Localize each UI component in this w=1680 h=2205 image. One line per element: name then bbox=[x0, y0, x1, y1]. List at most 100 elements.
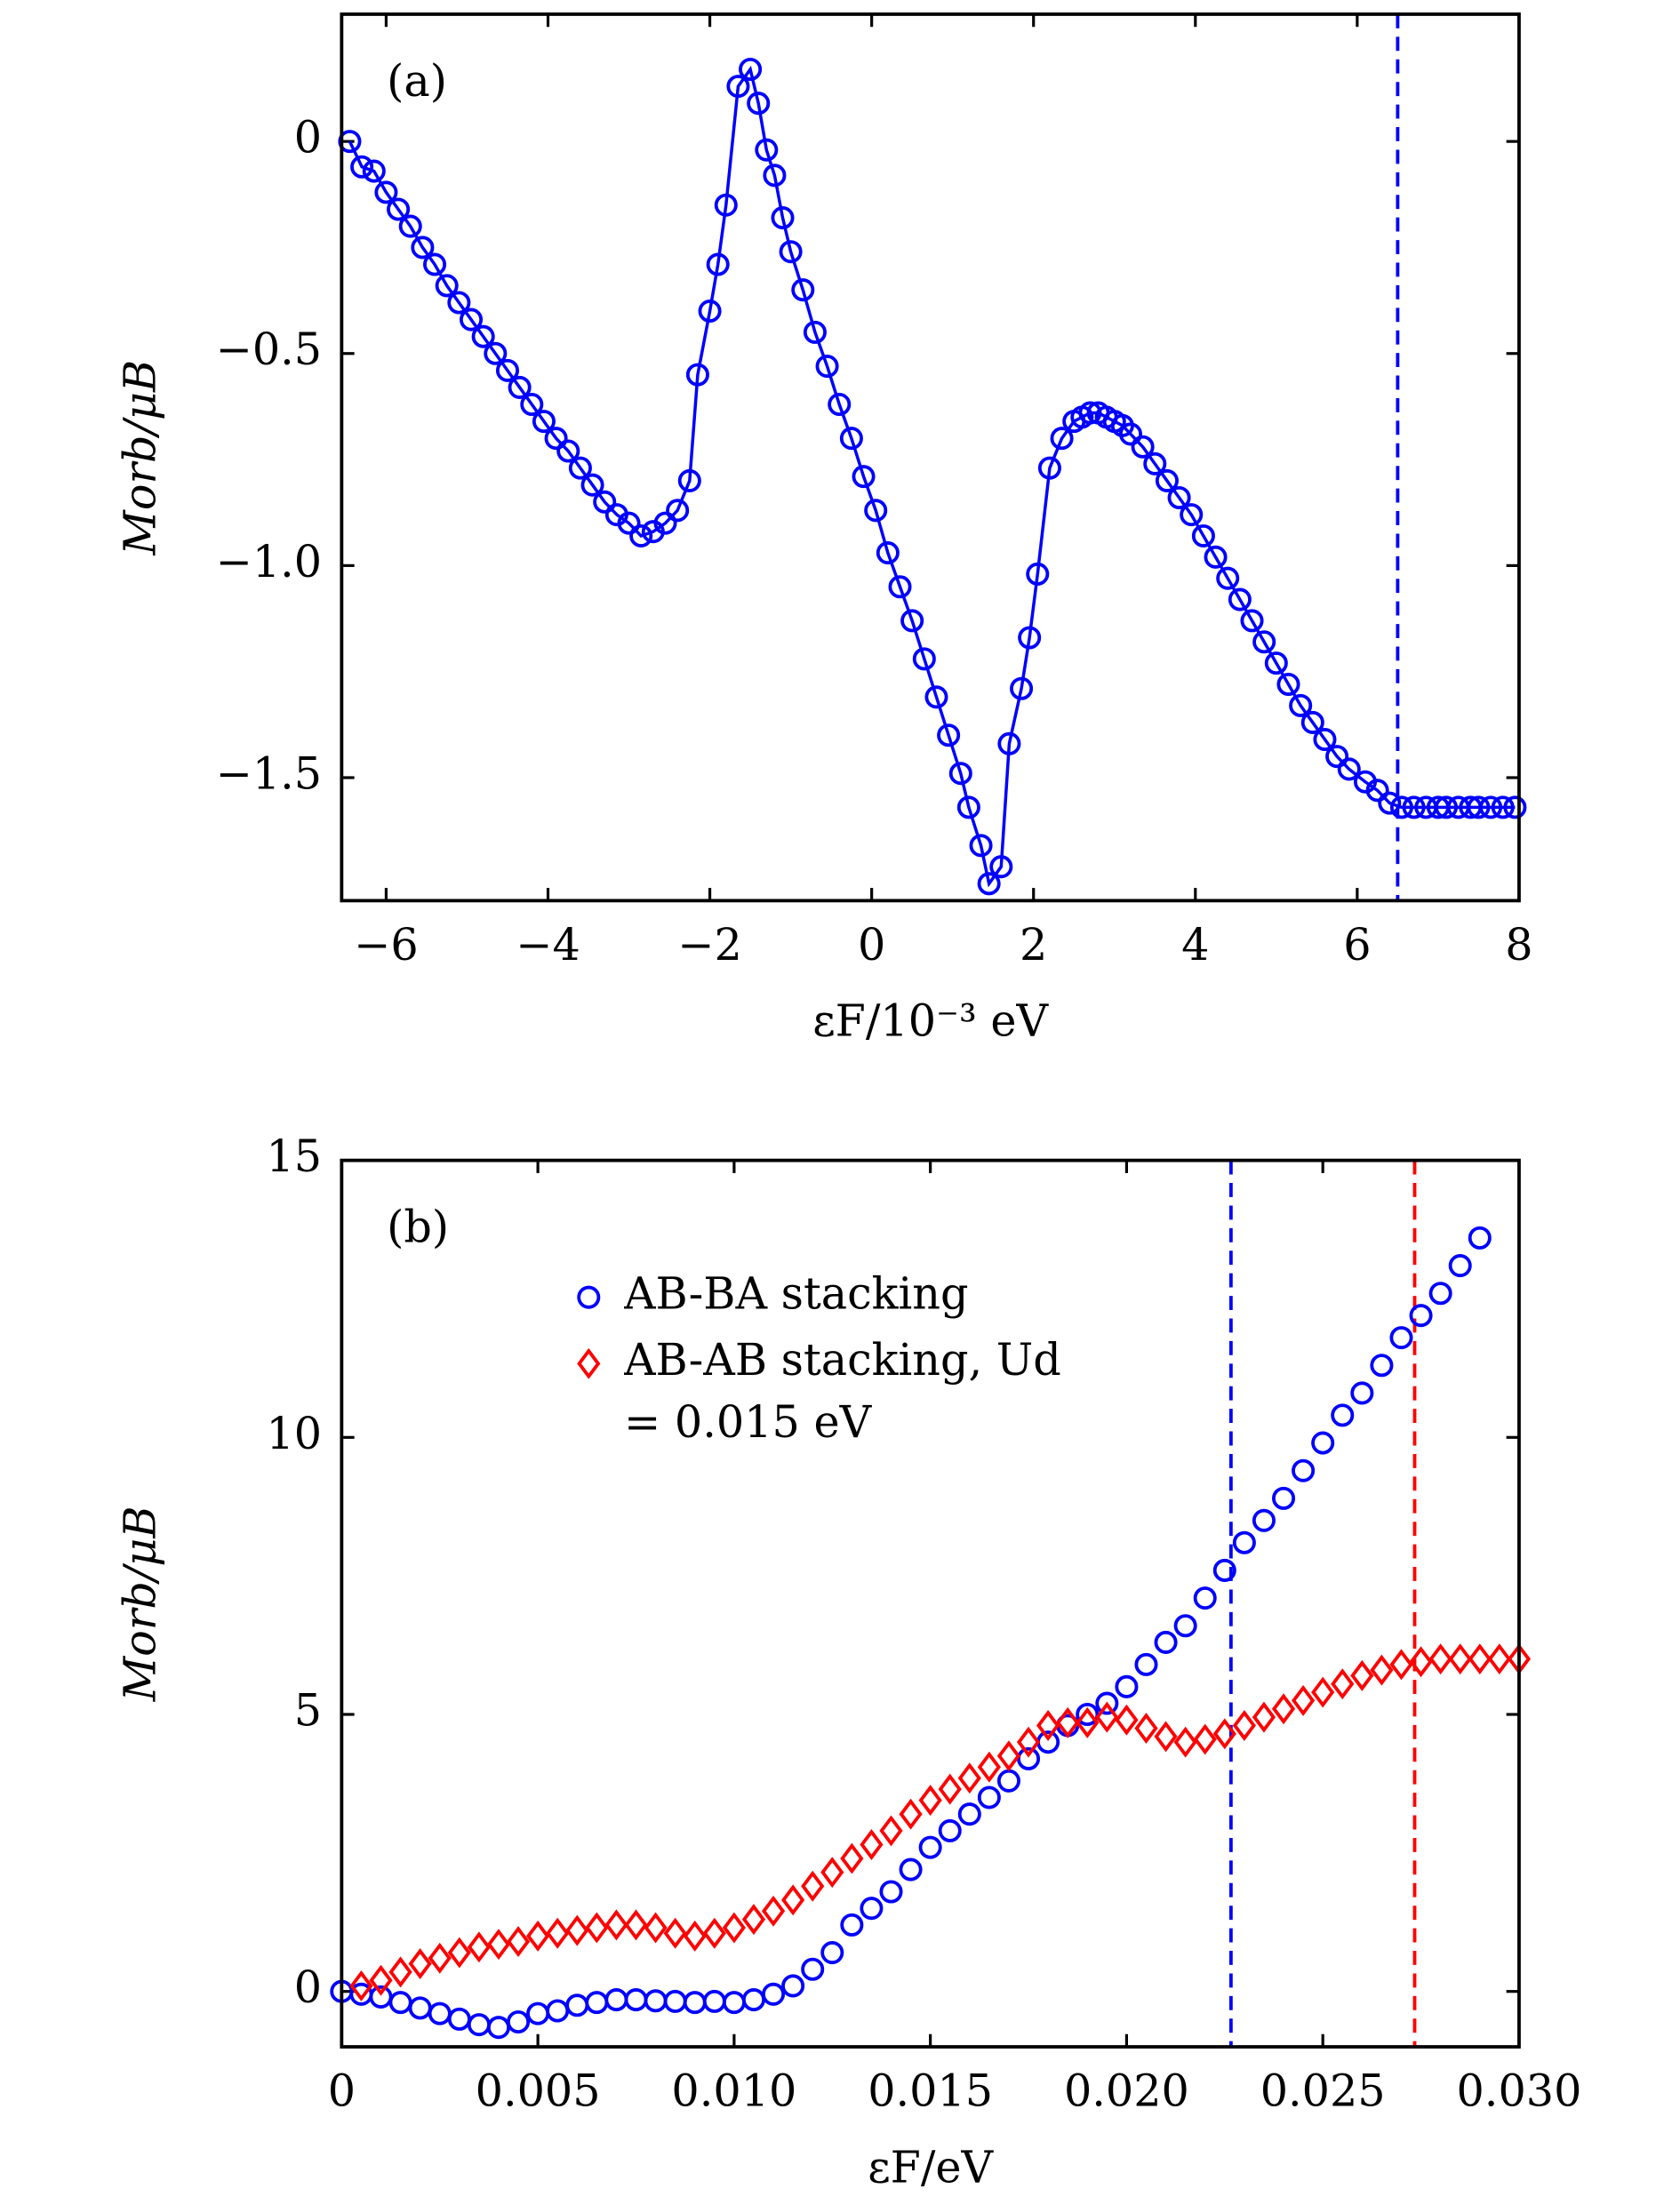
diamond-marker bbox=[1154, 1721, 1178, 1753]
legend-entry: AB-AB stacking, Ud = 0.015 eV bbox=[624, 1336, 1061, 1449]
x-axis-label: εF/10⁻³ eV bbox=[812, 995, 1049, 1047]
diamond-marker bbox=[820, 1857, 844, 1889]
circle-marker bbox=[1468, 1226, 1492, 1250]
diamond-marker bbox=[663, 1917, 687, 1949]
circle-marker bbox=[374, 180, 398, 204]
circle-marker bbox=[1350, 1381, 1374, 1405]
circle-marker bbox=[762, 1982, 786, 2006]
circle-marker bbox=[1212, 1558, 1236, 1582]
circle-marker bbox=[471, 324, 495, 348]
circle-marker bbox=[1154, 1630, 1178, 1654]
diamond-marker bbox=[1115, 1704, 1139, 1736]
diamond-marker bbox=[1036, 1709, 1060, 1741]
diamond-marker bbox=[1409, 1646, 1433, 1678]
circle-marker bbox=[484, 341, 508, 365]
circle-marker bbox=[388, 1991, 412, 2015]
circle-marker bbox=[1228, 587, 1252, 611]
circle-marker bbox=[447, 2007, 471, 2031]
circle-marker bbox=[755, 138, 779, 162]
x-tick-label: 0 bbox=[328, 2065, 356, 2117]
circle-marker bbox=[585, 1991, 609, 2015]
diamond-marker bbox=[840, 1842, 864, 1874]
circle-marker bbox=[508, 375, 532, 399]
x-tick-label: 0.020 bbox=[1064, 2065, 1189, 2117]
circle-marker bbox=[568, 456, 592, 480]
circle-marker bbox=[1216, 566, 1240, 590]
circle-marker bbox=[1467, 795, 1491, 819]
circle-marker bbox=[1337, 757, 1361, 781]
circle-marker bbox=[1036, 1730, 1060, 1754]
circle-marker bbox=[467, 2013, 491, 2037]
y-tick-label: −0.5 bbox=[216, 324, 323, 375]
circle-marker bbox=[714, 193, 738, 217]
diamond-marker bbox=[1331, 1668, 1355, 1700]
x-tick-label: 4 bbox=[1181, 919, 1209, 971]
circle-marker bbox=[653, 511, 677, 535]
circle-marker bbox=[1272, 1486, 1296, 1510]
circle-marker bbox=[852, 465, 876, 489]
circle-marker bbox=[1252, 1508, 1276, 1532]
diamond-marker bbox=[1016, 1726, 1041, 1758]
circle-marker bbox=[447, 291, 471, 315]
diamond-marker bbox=[1350, 1659, 1374, 1691]
diamond-marker bbox=[1468, 1643, 1492, 1675]
circle-marker bbox=[1325, 745, 1349, 769]
circle-marker bbox=[617, 511, 641, 535]
circle-marker bbox=[459, 308, 484, 332]
diamond-marker bbox=[1428, 1643, 1452, 1675]
circle-marker bbox=[1050, 427, 1074, 451]
diamond-marker bbox=[918, 1785, 942, 1817]
circle-marker bbox=[350, 155, 374, 179]
y-tick-label: 15 bbox=[266, 1130, 322, 1182]
diamond-marker bbox=[1271, 1693, 1296, 1725]
diamond-marker bbox=[1389, 1649, 1413, 1681]
circle-marker bbox=[411, 236, 435, 260]
circle-marker bbox=[1264, 651, 1288, 675]
circle-marker bbox=[428, 2001, 452, 2025]
panel-label: (b) bbox=[387, 1202, 449, 1253]
diamond-marker bbox=[1232, 1709, 1256, 1741]
x-tick-label: −4 bbox=[516, 919, 580, 971]
x-tick-label: −6 bbox=[354, 919, 419, 971]
x-tick-label: 0.025 bbox=[1260, 2065, 1386, 2117]
diamond-marker bbox=[761, 1895, 786, 1927]
circle-marker bbox=[520, 392, 544, 417]
y-tick-label: 0 bbox=[294, 1961, 322, 2013]
circle-marker bbox=[1409, 1304, 1433, 1328]
circle-marker bbox=[1180, 503, 1204, 527]
circle-marker bbox=[1193, 1586, 1217, 1610]
diamond-marker bbox=[977, 1751, 1001, 1783]
circle-marker bbox=[604, 1988, 628, 2012]
circle-marker bbox=[556, 439, 580, 463]
diamond-marker bbox=[526, 1920, 550, 1952]
panel-label: (a) bbox=[387, 55, 447, 107]
circle-marker bbox=[1078, 401, 1102, 425]
circle-marker bbox=[828, 392, 852, 417]
x-tick-label: −2 bbox=[677, 919, 742, 971]
diamond-marker bbox=[349, 1969, 373, 2001]
legend-label: AB-BA stacking bbox=[624, 1268, 969, 1321]
diamond-marker bbox=[1193, 1723, 1217, 1755]
data-line bbox=[348, 65, 1516, 888]
diamond-marker bbox=[1173, 1726, 1197, 1758]
diamond-marker bbox=[1487, 1643, 1511, 1675]
circle-marker bbox=[969, 834, 993, 858]
circle-marker bbox=[546, 1999, 570, 2023]
circle-marker bbox=[577, 1285, 601, 1309]
circle-marker bbox=[486, 2016, 510, 2040]
diamond-marker bbox=[408, 1948, 432, 1979]
circle-marker bbox=[815, 355, 839, 379]
circle-marker bbox=[1389, 795, 1413, 819]
diamond-marker bbox=[996, 1740, 1021, 1772]
circle-marker bbox=[739, 57, 763, 82]
circle-marker bbox=[593, 490, 617, 514]
circle-marker bbox=[1191, 523, 1215, 547]
circle-marker bbox=[698, 300, 722, 324]
x-tick-label: 0.005 bbox=[476, 2065, 601, 2117]
circle-marker bbox=[1240, 609, 1264, 633]
circle-marker bbox=[423, 252, 447, 276]
circle-marker bbox=[839, 427, 863, 451]
diamond-marker bbox=[486, 1929, 511, 1961]
circle-marker bbox=[1131, 435, 1155, 459]
circle-marker bbox=[1311, 1431, 1335, 1455]
